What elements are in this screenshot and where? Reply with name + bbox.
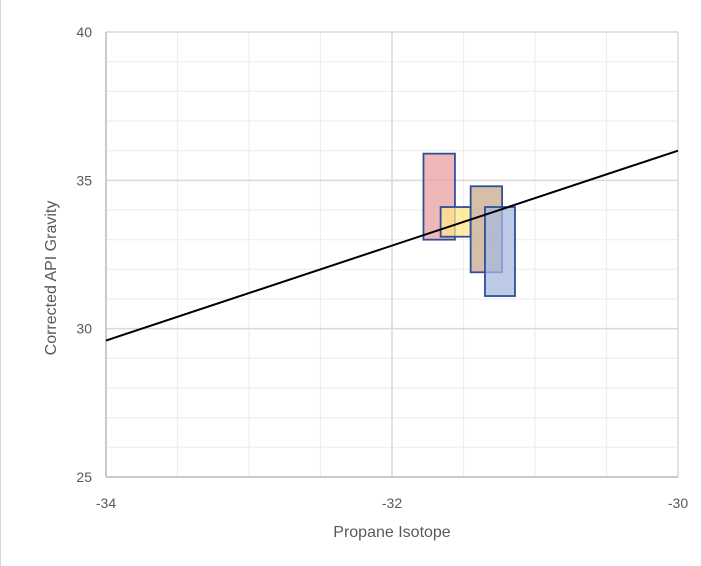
x-tick-labels: -34 -32 -30	[96, 495, 688, 511]
x-tick-label: -32	[382, 495, 402, 511]
range-boxes	[422, 152, 516, 297]
x-tick-label: -30	[668, 495, 688, 511]
y-axis-title: Corrected API Gravity	[43, 201, 60, 356]
trend-line	[105, 149, 679, 342]
x-tick-label: -34	[96, 495, 116, 511]
y-tick-labels: 25 30 35 40	[76, 24, 92, 485]
trend-line-group	[105, 149, 679, 342]
y-tick-label: 30	[76, 321, 92, 337]
range-box	[484, 206, 516, 297]
y-tick-label: 25	[76, 469, 92, 485]
range-box	[422, 152, 456, 241]
y-tick-label: 35	[76, 172, 92, 188]
major-gridlines	[105, 31, 679, 478]
axes	[105, 32, 678, 478]
y-tick-label: 40	[76, 24, 92, 40]
x-axis-title: Propane Isotope	[333, 524, 451, 541]
